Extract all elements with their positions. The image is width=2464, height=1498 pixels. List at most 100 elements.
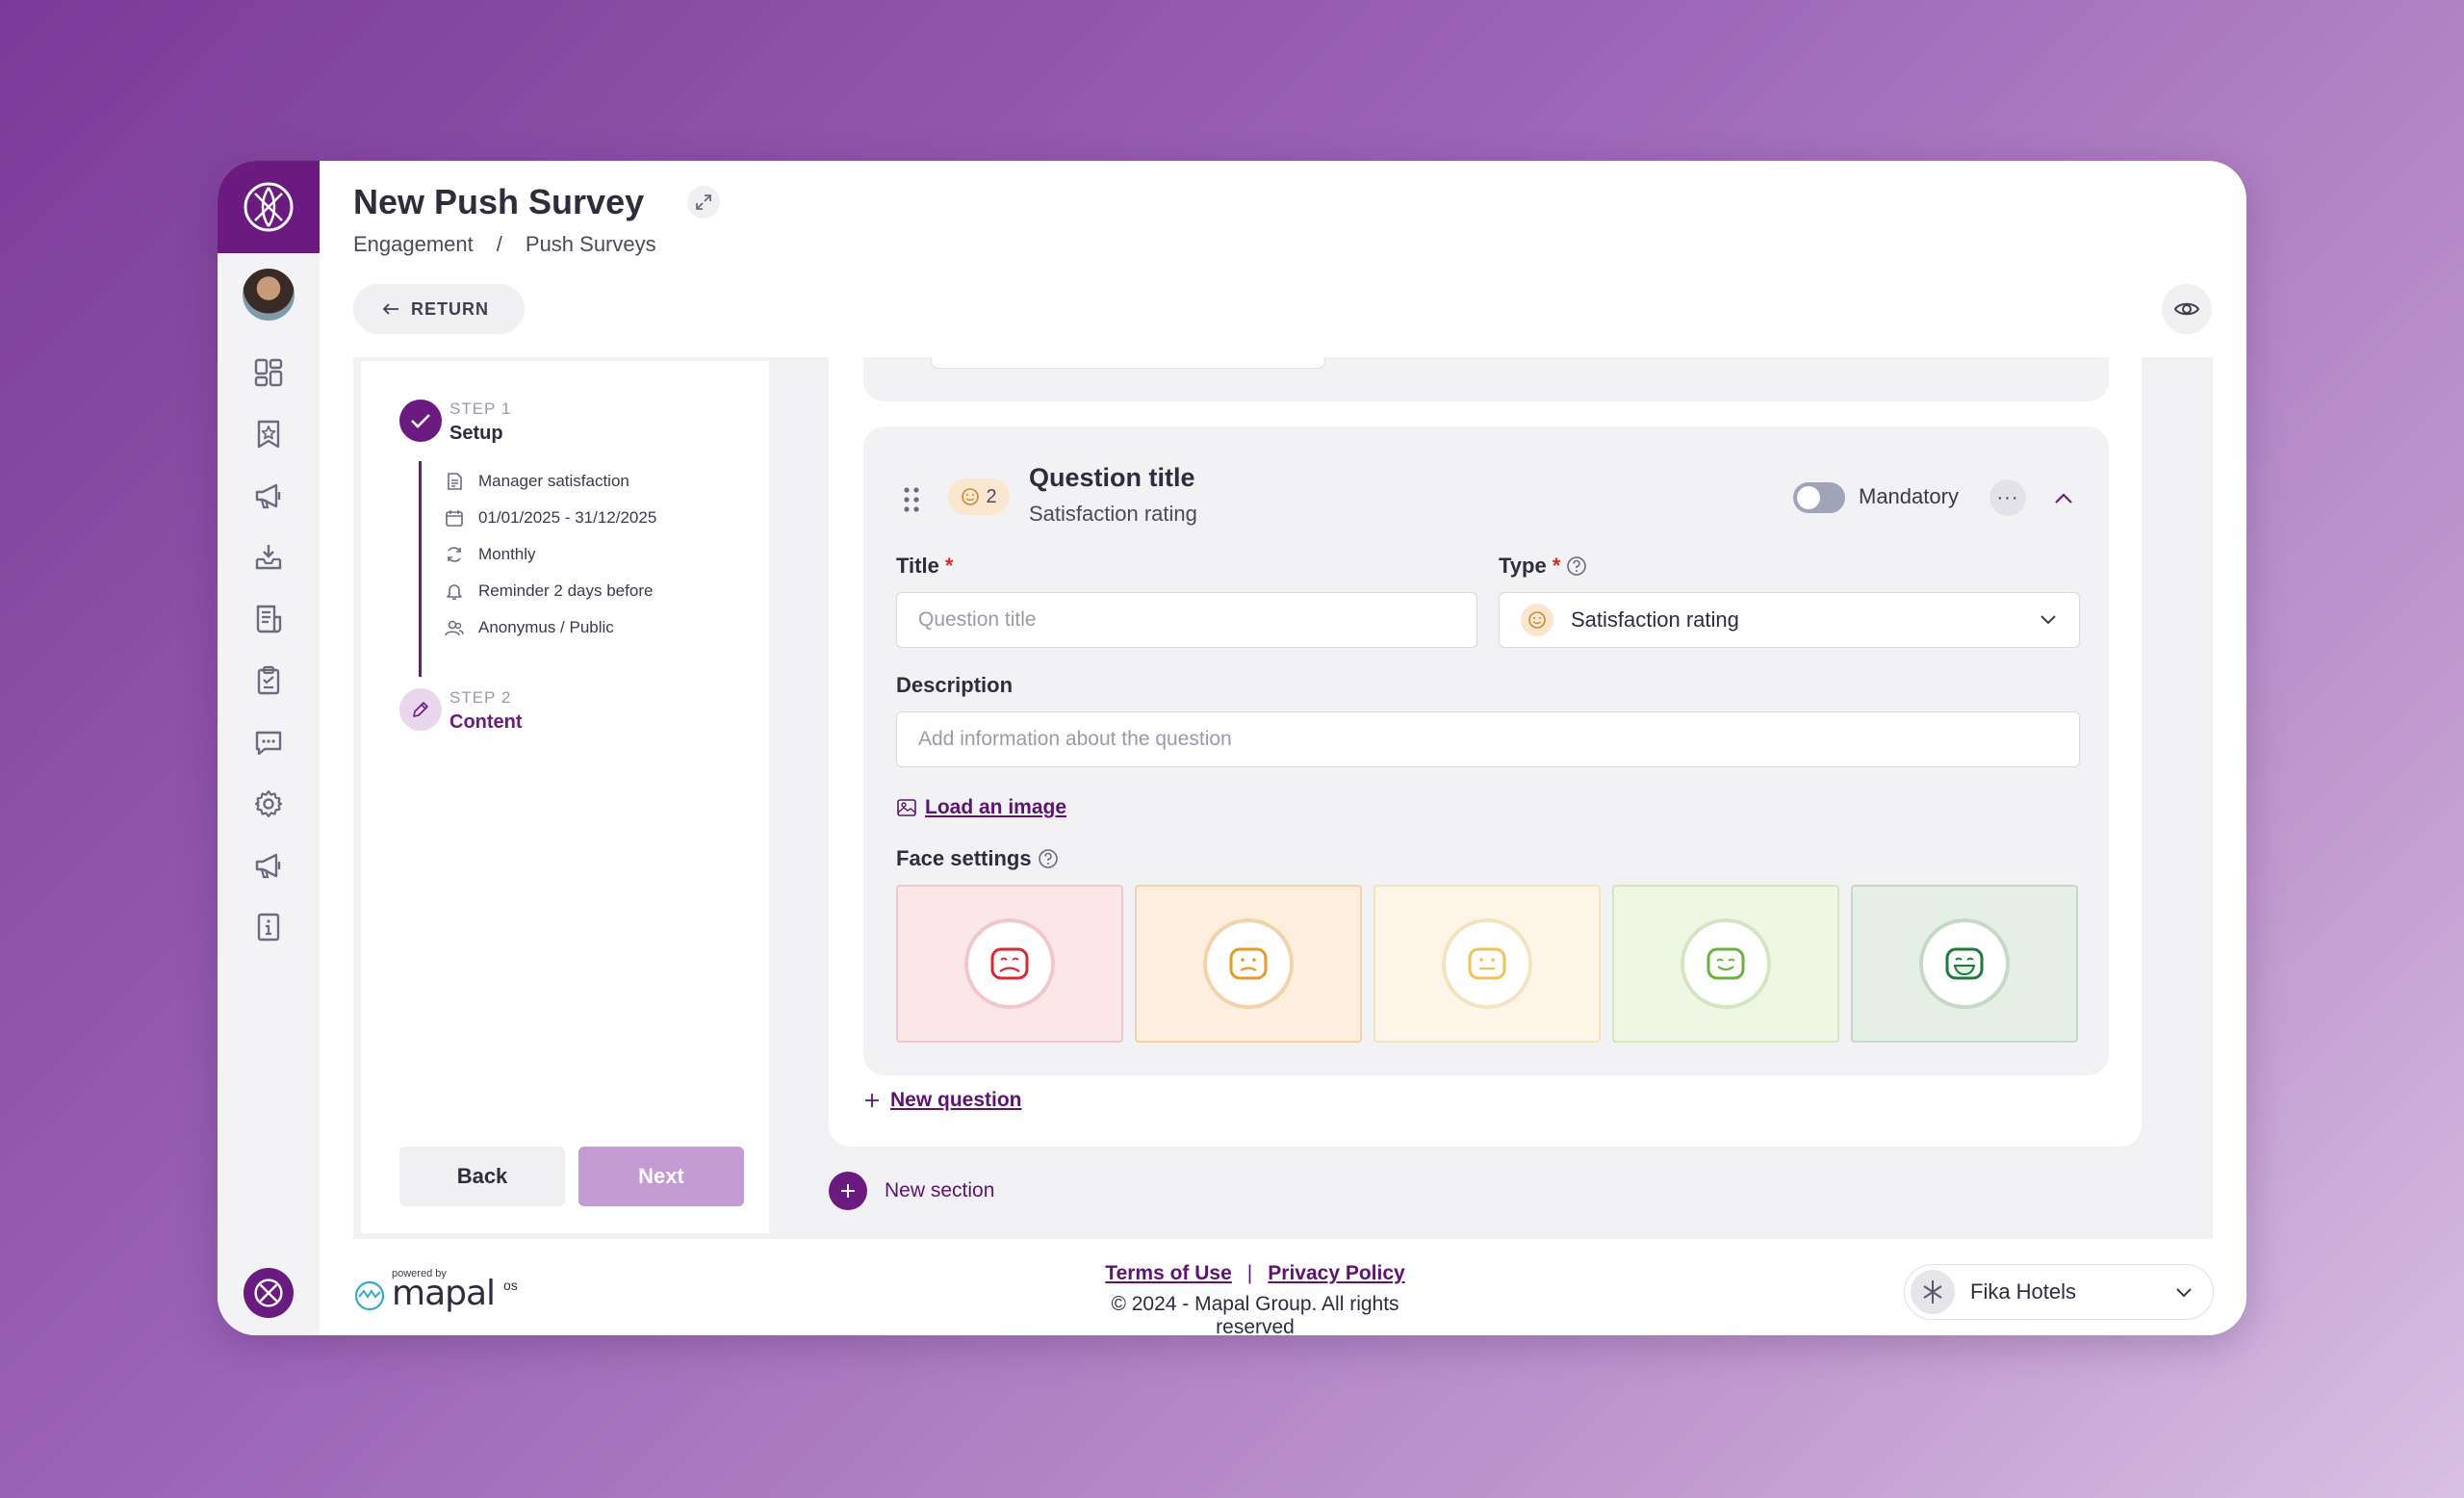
question-type-select[interactable]: Satisfaction rating xyxy=(1499,592,2080,648)
description-input[interactable]: Add information about the question xyxy=(896,711,2080,767)
face-happy-icon xyxy=(1681,918,1771,1009)
title-label-text: Title xyxy=(896,554,939,578)
face-tile-very-unhappy[interactable] xyxy=(896,885,1123,1043)
face-tile-unhappy[interactable] xyxy=(1135,885,1362,1043)
copyright-text: © 2024 - Mapal Group. All rights reserve… xyxy=(1111,1293,1399,1335)
step2-name[interactable]: Content xyxy=(449,711,523,733)
megaphone-icon[interactable] xyxy=(249,477,288,515)
new-section-button[interactable]: New section xyxy=(829,1172,994,1210)
question-title: Question title xyxy=(1029,463,1195,492)
survey-document-icon[interactable] xyxy=(249,600,288,638)
step-completed-check-icon xyxy=(399,400,442,442)
privacy-link[interactable]: Privacy Policy xyxy=(1268,1262,1405,1284)
logo-icon xyxy=(254,1278,283,1307)
detail-text: Reminder 2 days before xyxy=(478,581,654,600)
smiley-icon xyxy=(962,488,980,505)
load-image-label: Load an image xyxy=(925,796,1067,818)
app-logo[interactable] xyxy=(218,161,320,253)
org-name: Fika Hotels xyxy=(1970,1279,2077,1304)
mapal-logo-icon xyxy=(354,1280,385,1311)
content-area: STEP 1 Setup Manager satisfaction 01/01/… xyxy=(353,357,2213,1239)
breadcrumb-item-push-surveys[interactable]: Push Surveys xyxy=(525,232,656,256)
face-very-happy-icon xyxy=(1919,918,2010,1009)
calendar-icon xyxy=(444,507,465,529)
app-window: New Push Survey Engagement / Push Survey… xyxy=(218,161,2246,1335)
help-icon[interactable] xyxy=(1566,555,1587,577)
previous-question-card xyxy=(863,357,2109,401)
question-type-value: Satisfaction rating xyxy=(1571,607,1739,632)
drag-handle-icon[interactable] xyxy=(900,482,923,517)
face-tile-neutral[interactable] xyxy=(1373,885,1601,1043)
face-neutral-icon xyxy=(1442,918,1532,1009)
mandatory-toggle[interactable] xyxy=(1793,482,1845,513)
new-question-label: New question xyxy=(890,1089,1022,1111)
steps-panel: STEP 1 Setup Manager satisfaction 01/01/… xyxy=(361,361,769,1233)
megaphone-icon[interactable] xyxy=(249,846,288,885)
detail-reminder: Reminder 2 days before xyxy=(444,581,653,602)
chevron-up-icon[interactable] xyxy=(2047,482,2080,515)
detail-text: Anonymus / Public xyxy=(478,618,614,636)
chevron-down-icon xyxy=(2176,1288,2192,1298)
powered-by-text: powered by xyxy=(392,1268,447,1279)
return-label: RETURN xyxy=(411,298,489,319)
bookmark-star-icon[interactable] xyxy=(249,415,288,453)
step1-name[interactable]: Setup xyxy=(449,423,503,444)
image-icon xyxy=(897,799,916,816)
more-options-button[interactable]: ··· xyxy=(1989,479,2026,516)
description-field-label: Description xyxy=(896,673,1014,697)
expand-icon[interactable] xyxy=(687,186,720,219)
step1-label: STEP 1 xyxy=(449,400,512,418)
back-button[interactable]: Back xyxy=(399,1147,565,1206)
question-number-badge: 2 xyxy=(948,478,1010,515)
face-settings-text: Face settings xyxy=(896,846,1032,870)
step2-label: STEP 2 xyxy=(449,688,512,707)
return-button[interactable]: RETURN xyxy=(353,284,525,334)
chevron-down-icon xyxy=(2040,615,2056,625)
mandatory-label: Mandatory xyxy=(1859,484,1959,508)
brand-name: mapal xyxy=(392,1274,496,1313)
dashboard-icon[interactable] xyxy=(249,353,288,392)
title-field-label: Title * xyxy=(896,554,953,579)
terms-link[interactable]: Terms of Use xyxy=(1105,1262,1232,1284)
footer-links: Terms of Use | Privacy Policy xyxy=(1072,1262,1438,1285)
type-label-text: Type xyxy=(1499,554,1547,578)
question-card: 2 Question title Satisfaction rating Man… xyxy=(863,426,2109,1075)
previous-input[interactable] xyxy=(931,357,1325,369)
load-image-link[interactable]: Load an image xyxy=(896,796,1066,819)
plus-icon xyxy=(865,1094,879,1107)
avatar[interactable] xyxy=(243,269,295,321)
preview-button[interactable] xyxy=(2162,284,2212,334)
new-question-link[interactable]: New question xyxy=(863,1089,1022,1112)
required-mark: * xyxy=(944,554,954,578)
step-connector xyxy=(419,461,422,677)
detail-date-range: 01/01/2025 - 31/12/2025 xyxy=(444,507,656,529)
document-icon xyxy=(444,471,465,492)
face-unhappy-icon xyxy=(1203,918,1294,1009)
clipboard-check-icon[interactable] xyxy=(249,661,288,700)
new-section-label: New section xyxy=(885,1179,995,1201)
footer-separator: | xyxy=(1246,1262,1253,1284)
help-icon[interactable] xyxy=(1038,848,1059,869)
info-icon[interactable] xyxy=(249,908,288,946)
detail-survey-name: Manager satisfaction xyxy=(444,471,629,492)
face-settings-row xyxy=(896,885,2078,1043)
next-button[interactable]: Next xyxy=(578,1147,744,1206)
chat-icon[interactable] xyxy=(249,723,288,762)
face-very-unhappy-icon xyxy=(964,918,1055,1009)
detail-frequency: Monthly xyxy=(444,544,536,565)
detail-text: 01/01/2025 - 31/12/2025 xyxy=(478,508,657,527)
gear-icon[interactable] xyxy=(249,785,288,823)
mapal-help-button[interactable] xyxy=(244,1268,294,1318)
required-mark: * xyxy=(1552,554,1561,578)
plus-icon xyxy=(829,1172,867,1210)
question-title-input[interactable]: Question title xyxy=(896,592,1477,648)
inbox-download-icon[interactable] xyxy=(249,538,288,577)
organization-select[interactable]: Fika Hotels xyxy=(1904,1264,2214,1320)
section-card: 2 Question title Satisfaction rating Man… xyxy=(829,357,2142,1147)
logo-icon xyxy=(244,182,294,232)
sidebar xyxy=(218,161,320,1335)
breadcrumb-item-engagement[interactable]: Engagement xyxy=(353,232,474,256)
face-tile-very-happy[interactable] xyxy=(1851,885,2078,1043)
detail-text: Monthly xyxy=(478,545,536,563)
face-tile-happy[interactable] xyxy=(1612,885,1839,1043)
